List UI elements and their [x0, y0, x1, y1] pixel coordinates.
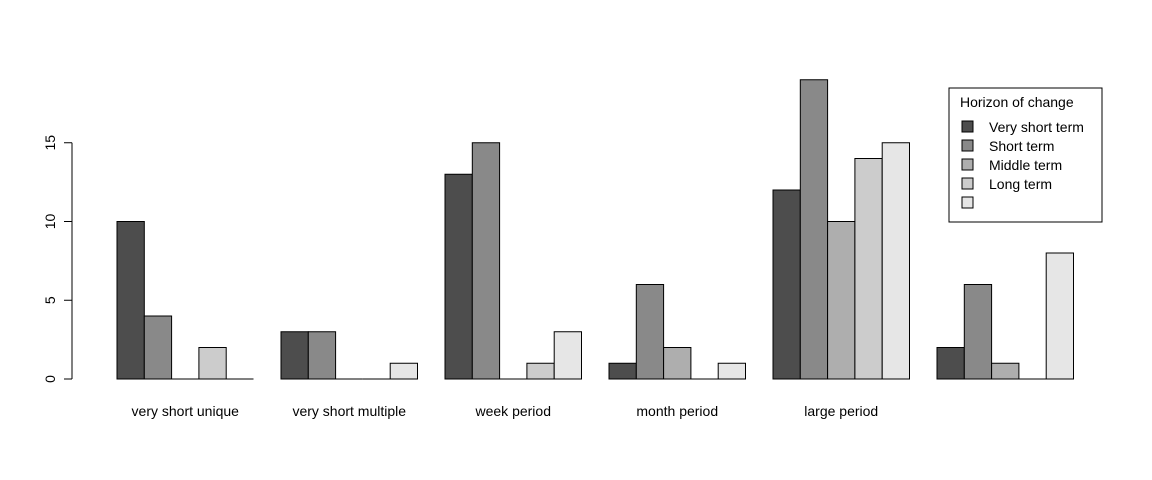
legend-swatch [961, 120, 974, 133]
bar [936, 347, 965, 380]
bar [553, 331, 583, 380]
legend-title: Horizon of change [960, 94, 1074, 110]
bar [198, 347, 227, 380]
y-tick-label: 15 [42, 135, 58, 151]
x-category-label: week period [475, 403, 552, 419]
legend-swatch [961, 177, 974, 190]
bar [991, 362, 1020, 380]
bar [307, 331, 337, 380]
y-axis: 0 5 10 15 [42, 135, 73, 383]
bar [471, 142, 501, 380]
y-tick-label: 10 [42, 214, 58, 230]
legend-entry-label: Very short term [989, 119, 1084, 135]
bar [772, 189, 801, 380]
y-tick-label: 5 [42, 296, 58, 304]
bar [608, 362, 637, 380]
bar [963, 284, 993, 380]
legend-swatch [961, 196, 974, 209]
bar [526, 362, 555, 380]
bar [444, 173, 473, 380]
bar [881, 142, 911, 380]
legend: Horizon of change Very short term Short t… [948, 87, 1103, 223]
y-tick-label: 0 [42, 375, 58, 383]
legend-entry-label: Short term [989, 138, 1054, 154]
bar [854, 158, 883, 380]
legend-entry-label: Long term [989, 176, 1052, 192]
bar [635, 284, 665, 380]
bar [1045, 252, 1074, 380]
x-category-label: very short unique [132, 403, 240, 419]
legend-swatch [961, 158, 974, 171]
bar [799, 79, 829, 380]
bar [827, 221, 856, 380]
bars [116, 79, 1074, 380]
bar [717, 362, 747, 380]
legend-entry-label: Middle term [989, 157, 1062, 173]
bar [663, 347, 692, 380]
bar [389, 362, 419, 380]
legend-swatch [961, 139, 974, 152]
x-category-label: month period [636, 403, 718, 419]
x-category-label: large period [804, 403, 878, 419]
category-labels: very short unique very short multiple week… [132, 403, 879, 419]
bar [280, 331, 309, 380]
bar [143, 315, 173, 380]
legend-box [948, 87, 1103, 223]
bar [116, 221, 145, 380]
x-category-label: very short multiple [292, 403, 406, 419]
